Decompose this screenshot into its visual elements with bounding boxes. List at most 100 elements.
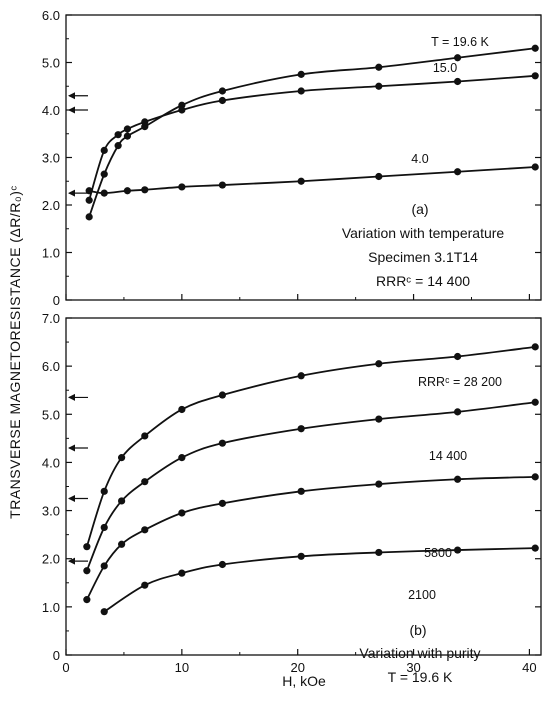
y-tick-label: 5.0 [42,407,60,422]
data-point [178,183,185,190]
data-point [83,567,90,574]
data-point [219,561,226,568]
series-line [104,548,535,612]
y-tick-label: 3.0 [42,504,60,519]
reference-arrow-head [68,495,75,502]
panel-annotation: T = 19.6 K [388,669,453,685]
data-point [375,480,382,487]
data-point [101,171,108,178]
data-point [101,190,108,197]
data-point [454,168,461,175]
data-point [178,570,185,577]
y-tick-label: 5.0 [42,56,60,71]
data-point [375,549,382,556]
data-point [532,399,539,406]
data-point [141,526,148,533]
y-tick-label: 6.0 [42,8,60,23]
data-point [178,454,185,461]
reference-arrow-head [68,107,75,114]
data-point [178,106,185,113]
reference-arrow-head [68,394,75,401]
data-point [298,553,305,560]
data-point [124,125,131,132]
panel-annotation: Specimen 3.1T14 [368,249,478,265]
series-line [89,76,535,200]
data-point [532,72,539,79]
series-label: 14 400 [429,449,467,463]
data-point [219,97,226,104]
y-tick-label: 0 [53,648,60,663]
series-label: 15.0 [433,61,457,75]
panel-annotation: RRRᶜ = 14 400 [376,273,470,289]
data-point [83,543,90,550]
data-point [124,187,131,194]
data-point [118,541,125,548]
data-point [101,608,108,615]
y-tick-label: 3.0 [42,151,60,166]
reference-arrow-head [68,190,75,197]
y-tick-label: 6.0 [42,359,60,374]
data-point [454,476,461,483]
y-tick-label: 4.0 [42,455,60,470]
data-point [141,478,148,485]
y-tick-label: 1.0 [42,600,60,615]
panel-label: (a) [411,201,428,217]
y-axis-label: TRANSVERSE MAGNETORESISTANCE (ΔR/R₀)ᶜ [7,185,23,519]
data-point [532,343,539,350]
data-point [532,45,539,52]
reference-arrow-head [68,444,75,451]
data-point [124,133,131,140]
series-label: 2100 [408,588,436,602]
data-point [141,432,148,439]
data-point [101,562,108,569]
panel-annotation: Variation with purity [359,645,480,661]
data-point [178,406,185,413]
data-point [454,546,461,553]
data-point [86,213,93,220]
series-label: 5800 [424,546,452,560]
series-line [89,48,535,217]
data-point [115,131,122,138]
data-point [298,425,305,432]
data-point [375,83,382,90]
data-point [101,524,108,531]
data-point [86,187,93,194]
data-point [454,78,461,85]
data-point [219,391,226,398]
data-point [298,87,305,94]
data-point [298,71,305,78]
data-point [375,173,382,180]
y-tick-label: 2.0 [42,552,60,567]
y-tick-label: 1.0 [42,246,60,261]
x-axis-label: H, kOe [282,673,326,689]
data-point [532,545,539,552]
data-point [118,454,125,461]
y-tick-label: 4.0 [42,103,60,118]
data-point [219,500,226,507]
data-point [532,163,539,170]
data-point [115,142,122,149]
data-point [118,497,125,504]
panel-annotation: Variation with temperature [342,225,505,241]
y-tick-label: 7.0 [42,311,60,326]
x-tick-label: 0 [62,660,69,675]
panel-label: (b) [409,622,426,638]
data-point [454,353,461,360]
series-label: 4.0 [411,152,428,166]
data-point [375,360,382,367]
data-point [375,64,382,71]
reference-arrow-head [68,92,75,99]
data-point [86,197,93,204]
data-point [298,178,305,185]
x-tick-label: 10 [175,660,189,675]
data-point [298,488,305,495]
data-point [298,372,305,379]
data-point [141,118,148,125]
data-point [375,416,382,423]
panel-b-chart: 0 1.0 2.0 3.0 4.0 5.0 6.0 7.0 0 10 20 30 40 RRRᶜ = 28… [42,311,541,685]
data-point [219,440,226,447]
data-point [141,186,148,193]
data-point [141,582,148,589]
data-point [178,509,185,516]
